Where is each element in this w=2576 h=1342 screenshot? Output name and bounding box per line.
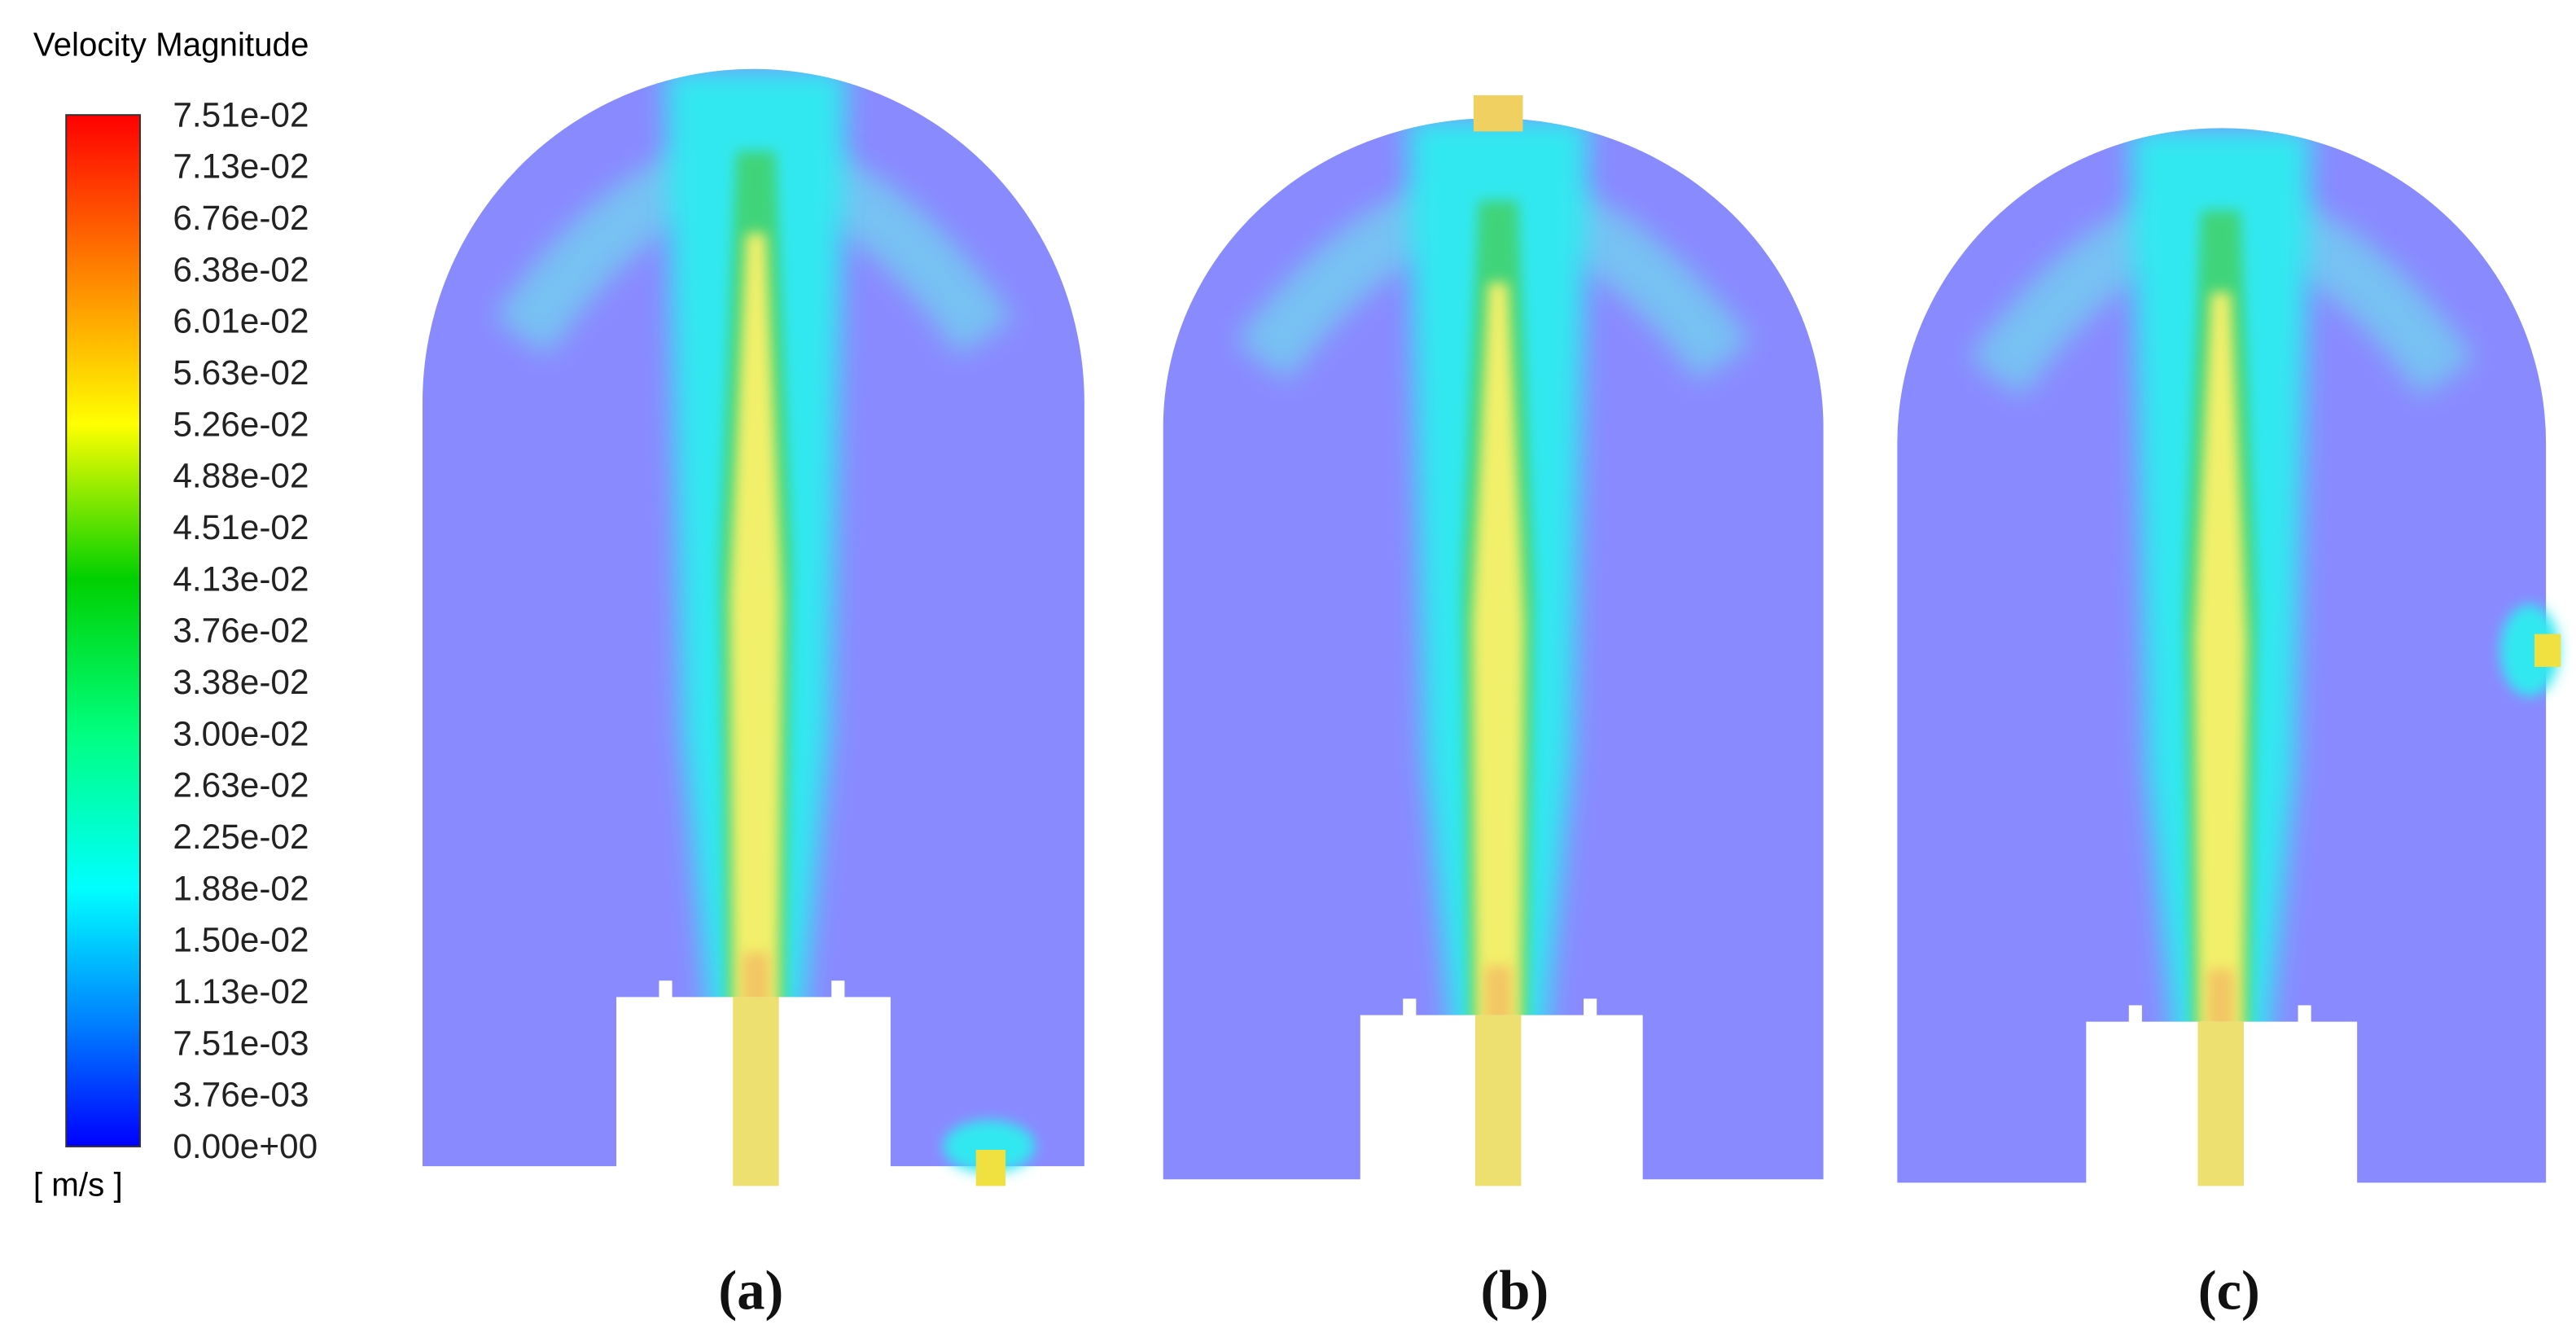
colorbar-label: 4.13e-02 [173,559,309,598]
jet-channel [733,997,779,1186]
jet-channel [1474,1015,1522,1186]
obstacle-tab [2298,1005,2311,1025]
colorbar-label: 2.63e-02 [173,766,309,805]
colorbar-label: 7.13e-02 [173,147,309,186]
colorbar-label: 4.88e-02 [173,457,309,495]
colorbar-label: 5.63e-02 [173,353,309,392]
panel: (a) [422,68,1084,1322]
colorbar-label: 6.76e-02 [173,199,309,237]
colorbar-label: 2.25e-02 [173,818,309,856]
panel: (c) [1897,128,2561,1322]
obstacle-tab [2128,1005,2142,1025]
colorbar-label: 1.13e-02 [173,972,309,1011]
jet-core [2194,292,2248,1183]
colorbar-label: 6.01e-02 [173,302,309,340]
colorbar-label: 3.00e-02 [173,714,309,752]
colorbar-label: 4.51e-02 [173,508,309,546]
colorbar-label: 0.00e+00 [173,1127,318,1165]
panel-label: (c) [2198,1260,2260,1322]
obstacle-tab [1584,998,1597,1019]
colorbar [65,114,142,1147]
legend-title: Velocity Magnitude [33,26,309,64]
contours [1235,118,1751,1180]
colorbar-label: 6.38e-02 [173,250,309,288]
colorbar-label: 1.50e-02 [173,921,309,959]
colorbar-label: 1.88e-02 [173,869,309,907]
obstacle-tab [831,980,845,1001]
colorbar-label: 5.26e-02 [173,405,309,443]
jet-channel [2197,1021,2244,1186]
legend-unit: [ m/s ] [33,1165,123,1203]
colorbar-label: 3.76e-02 [173,612,309,650]
contours [1969,128,2474,1183]
inlet [975,1149,1006,1186]
colorbar-label: 7.51e-03 [173,1024,309,1062]
jet-core [1471,282,1525,1180]
contours [493,68,1013,1167]
colorbar-label: 3.76e-03 [173,1076,309,1114]
panel-label: (b) [1480,1260,1549,1322]
obstacle-tab [659,980,672,1001]
colorbar-label: 7.51e-02 [173,95,309,134]
colorbar-label: 3.38e-02 [173,663,309,701]
panel: (b) [1163,94,1824,1322]
inlet-flow [2499,604,2560,697]
inlet-flow [943,1120,1036,1173]
jet-core [729,233,782,1167]
panel-label: (a) [718,1260,783,1322]
obstacle-tab [1403,998,1417,1019]
inlet [2534,634,2561,667]
inlet [1473,94,1523,132]
